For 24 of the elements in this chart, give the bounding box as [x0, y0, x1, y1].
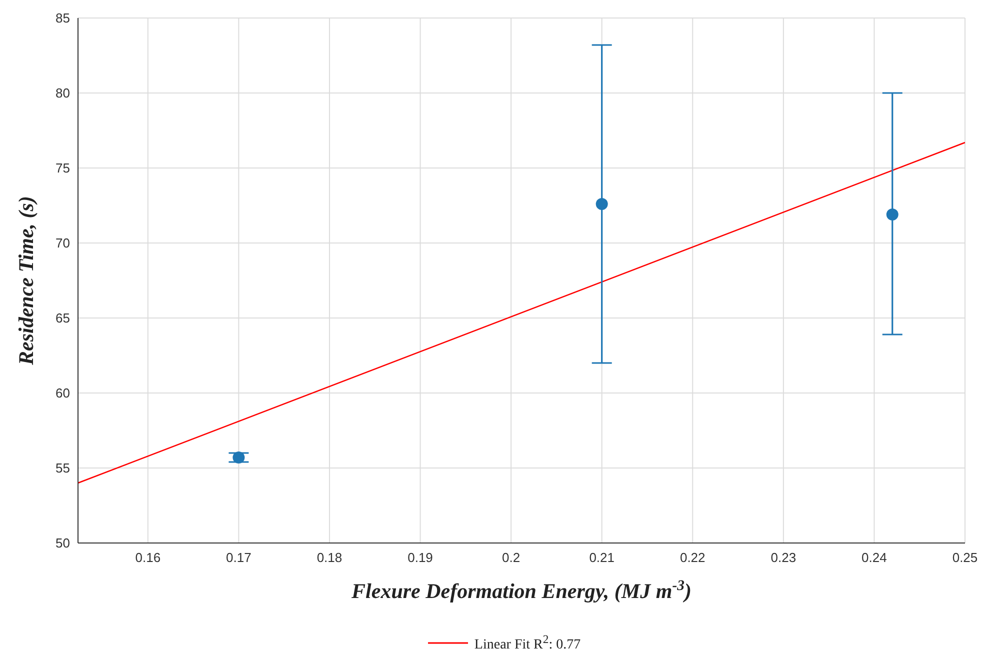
y-tick-label: 55 [56, 460, 70, 476]
x-tick-label: 0.17 [226, 550, 252, 566]
x-tick-label: 0.22 [680, 550, 706, 566]
y-tick-label: 80 [56, 86, 70, 101]
x-axis-title: Flexure Deformation Energy, (MJ m$^{-3}$) [350, 578, 692, 603]
point [886, 208, 898, 220]
legend-label: Linear Fit R$^{2}$: 0.77 [474, 633, 581, 653]
y-tick-label: 65 [56, 310, 70, 326]
x-tick-label: 0.24 [862, 550, 887, 566]
y-axis-title: Residence Time, (s) [14, 196, 38, 366]
x-tick-label: 0.2 [502, 550, 520, 566]
y-tick-label: 75 [56, 160, 70, 176]
x-tick-label: 0.16 [135, 550, 161, 566]
y-tick-label: 70 [56, 236, 70, 251]
x-tick-label: 0.18 [316, 550, 342, 566]
x-tick-label: 0.19 [408, 550, 433, 566]
x-tick-label: 0.21 [589, 550, 615, 566]
x-tick-label: 0.25 [952, 550, 978, 566]
y-tick-label: 85 [56, 10, 70, 26]
x-tick-label: 0.23 [770, 550, 796, 566]
y-tick-label: 60 [56, 386, 70, 401]
point [232, 452, 245, 464]
y-tick-label: 50 [56, 536, 70, 551]
point [596, 198, 608, 210]
